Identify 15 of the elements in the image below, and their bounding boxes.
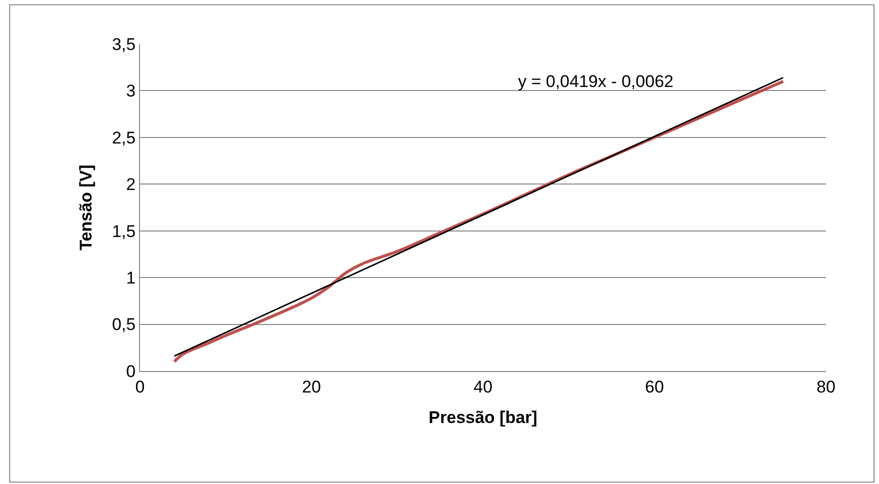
y-tick-label: 3,5: [112, 34, 136, 54]
x-tick-label: 40: [474, 377, 492, 396]
y-tick-label: 1,5: [112, 222, 136, 241]
y-axis-title: Tensão [V]: [76, 164, 96, 250]
y-tick-label: 2: [126, 175, 136, 194]
x-tick-label: 60: [645, 377, 664, 396]
y-tick-label: 1: [126, 268, 136, 288]
y-tick-label: 0: [126, 362, 136, 381]
y-tick-label: 3: [126, 82, 136, 101]
y-tick-label: 2,5: [112, 128, 136, 148]
x-tick-label: 80: [816, 377, 836, 396]
annotation: y = 0,0419x - 0,0062: [518, 72, 674, 91]
y-tick-label: 0,5: [112, 315, 136, 334]
x-axis-title: Pressão [bar]: [428, 408, 538, 427]
x-tick-label: 20: [302, 377, 321, 396]
